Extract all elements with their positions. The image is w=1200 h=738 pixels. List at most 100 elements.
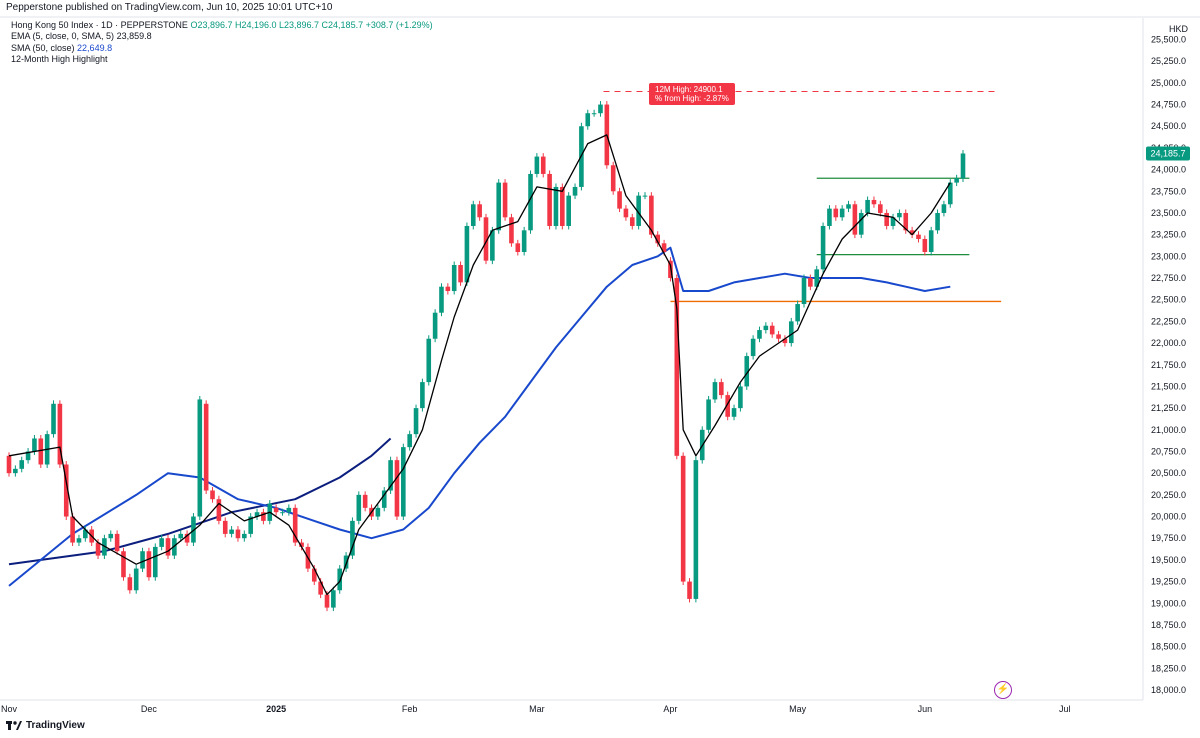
candle[interactable] bbox=[146, 551, 152, 578]
candle[interactable] bbox=[680, 455, 686, 582]
candle[interactable] bbox=[502, 182, 508, 218]
candle[interactable] bbox=[451, 265, 457, 292]
candle[interactable] bbox=[610, 165, 616, 192]
candle[interactable] bbox=[623, 208, 629, 218]
candle[interactable] bbox=[337, 568, 343, 591]
candle[interactable] bbox=[413, 408, 419, 435]
candle[interactable] bbox=[712, 382, 718, 400]
candle[interactable] bbox=[133, 568, 139, 591]
candle[interactable] bbox=[381, 490, 387, 508]
symbol-title[interactable]: Hong Kong 50 Index · 1D · PEPPERSTONE bbox=[11, 20, 188, 30]
candle[interactable] bbox=[661, 243, 667, 252]
candle[interactable] bbox=[261, 512, 266, 521]
candle[interactable] bbox=[388, 460, 393, 491]
candle[interactable] bbox=[394, 460, 400, 517]
candle[interactable] bbox=[954, 178, 959, 183]
candle[interactable] bbox=[598, 104, 603, 114]
candle[interactable] bbox=[362, 494, 368, 508]
candle[interactable] bbox=[242, 533, 247, 539]
candle[interactable] bbox=[121, 551, 126, 578]
candle[interactable] bbox=[585, 113, 591, 127]
candle[interactable] bbox=[63, 464, 69, 517]
candle[interactable] bbox=[547, 173, 552, 226]
candle[interactable] bbox=[13, 468, 18, 474]
candle[interactable] bbox=[617, 191, 622, 209]
candle[interactable] bbox=[814, 269, 820, 287]
candle[interactable] bbox=[350, 520, 355, 556]
candle[interactable] bbox=[731, 408, 737, 417]
candle[interactable] bbox=[203, 403, 209, 491]
candle[interactable] bbox=[738, 386, 743, 409]
candle[interactable] bbox=[197, 399, 203, 517]
candle[interactable] bbox=[254, 512, 260, 517]
candle[interactable] bbox=[375, 507, 381, 517]
candle[interactable] bbox=[693, 460, 699, 599]
candle[interactable] bbox=[19, 460, 25, 469]
candle[interactable] bbox=[878, 204, 883, 213]
candle[interactable] bbox=[318, 581, 323, 595]
candle[interactable] bbox=[311, 568, 317, 582]
candle[interactable] bbox=[922, 238, 928, 252]
candle[interactable] bbox=[483, 217, 489, 261]
candle[interactable] bbox=[210, 490, 215, 500]
candle[interactable] bbox=[795, 304, 800, 322]
candle[interactable] bbox=[191, 516, 196, 543]
candle[interactable] bbox=[57, 403, 63, 465]
candle[interactable] bbox=[235, 529, 241, 539]
candle[interactable] bbox=[521, 230, 527, 252]
candle[interactable] bbox=[706, 399, 711, 430]
candle[interactable] bbox=[846, 204, 851, 209]
candle[interactable] bbox=[356, 494, 362, 521]
candle[interactable] bbox=[38, 438, 44, 465]
candle[interactable] bbox=[655, 234, 661, 244]
candle[interactable] bbox=[95, 542, 101, 556]
candle[interactable] bbox=[642, 195, 648, 197]
candle[interactable] bbox=[540, 156, 546, 174]
legend-highlight-row[interactable]: 12-Month High Highlight bbox=[11, 54, 433, 65]
candle[interactable] bbox=[560, 186, 565, 226]
candle[interactable] bbox=[178, 533, 184, 539]
candle[interactable] bbox=[292, 507, 298, 543]
candle[interactable] bbox=[83, 529, 88, 539]
candle[interactable] bbox=[776, 334, 781, 339]
candle[interactable] bbox=[299, 542, 304, 547]
flash-icon[interactable]: ⚡ bbox=[994, 681, 1012, 699]
candle[interactable] bbox=[833, 208, 839, 218]
candle[interactable] bbox=[108, 533, 114, 539]
candle[interactable] bbox=[477, 204, 482, 218]
candle[interactable] bbox=[636, 195, 641, 226]
candle[interactable] bbox=[820, 225, 826, 270]
candle[interactable] bbox=[928, 230, 934, 252]
candle[interactable] bbox=[858, 212, 864, 235]
candle[interactable] bbox=[649, 195, 654, 235]
candle[interactable] bbox=[439, 286, 444, 313]
candle[interactable] bbox=[331, 590, 336, 608]
candle[interactable] bbox=[890, 217, 896, 226]
candle[interactable] bbox=[839, 208, 845, 218]
candle[interactable] bbox=[140, 551, 145, 569]
candle[interactable] bbox=[286, 507, 292, 513]
last-price-tag[interactable] bbox=[1146, 146, 1190, 161]
candle[interactable] bbox=[248, 516, 253, 534]
candle[interactable] bbox=[903, 212, 909, 231]
candle[interactable] bbox=[674, 278, 680, 456]
candle[interactable] bbox=[801, 278, 807, 305]
candle[interactable] bbox=[757, 330, 762, 339]
candle[interactable] bbox=[324, 594, 330, 608]
candle[interactable] bbox=[458, 265, 463, 283]
candle[interactable] bbox=[763, 325, 769, 331]
candle[interactable] bbox=[25, 451, 31, 461]
candle[interactable] bbox=[852, 204, 858, 235]
candle[interactable] bbox=[553, 186, 559, 226]
legend-ema-row[interactable]: EMA (5, close, 0, SMA, 5) 23,859.8 bbox=[11, 31, 433, 42]
legend-sma-row[interactable]: SMA (50, close) 22,649.8 bbox=[11, 43, 433, 54]
candle[interactable] bbox=[229, 529, 234, 534]
candle[interactable] bbox=[51, 403, 56, 435]
candle[interactable] bbox=[566, 195, 571, 226]
candle[interactable] bbox=[127, 577, 133, 591]
candle[interactable] bbox=[591, 113, 597, 115]
candle[interactable] bbox=[750, 338, 756, 357]
candle[interactable] bbox=[165, 538, 171, 556]
candle[interactable] bbox=[401, 447, 406, 517]
